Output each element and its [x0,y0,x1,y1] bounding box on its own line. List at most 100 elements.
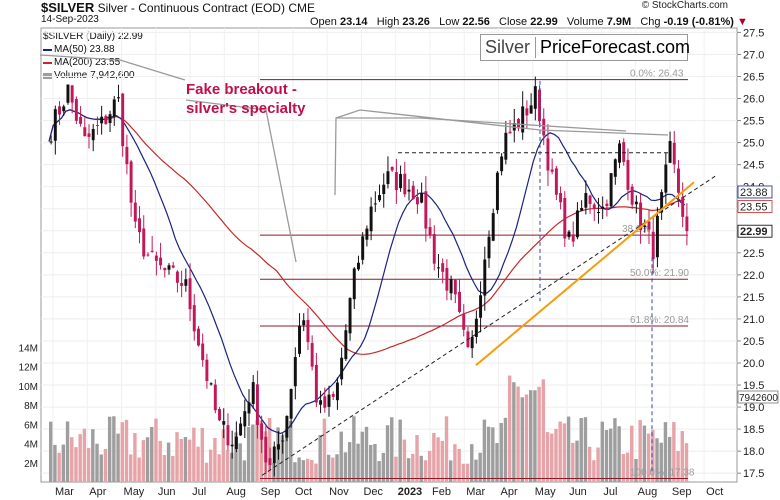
price-tick-label: 26.5 [743,71,764,83]
volume-bar [373,444,377,482]
volume-bar [537,386,541,482]
candle-body [268,458,272,466]
volume-bar [187,439,192,482]
volume-bar [217,454,221,482]
time-tick-label: Jul [192,486,206,498]
volume-bar [175,432,179,482]
volume-tick-label: 2M [24,459,38,470]
candle-body [584,193,588,208]
volume-tick-label: 14M [19,343,38,354]
candle-body [664,164,668,193]
price-tick-label: 21.5 [743,292,764,304]
candle-body [167,265,171,270]
candle-body [533,86,537,109]
volume-bar [234,432,238,482]
candle-body [213,384,217,411]
volume-bar [529,390,533,482]
candle-body [588,195,592,204]
volume-bar [512,382,516,482]
volume-bar [150,426,154,482]
candle-body [411,185,415,200]
candle-body [251,382,255,404]
volume-bar [49,421,53,482]
fib-label: 61.8%: 20.84 [630,315,689,326]
candle-body [121,93,125,147]
candle-body [197,328,200,346]
candle-body [184,279,188,286]
candle-body [550,169,554,172]
price-tick-label: 27.0 [743,49,764,61]
volume-bar [255,420,259,482]
price-tick-label: 22.5 [743,248,764,260]
volume-bar [604,429,609,482]
volume-bar [364,426,369,482]
candle-body [306,319,310,343]
volume-bar [550,433,554,482]
volume-bar [503,417,508,482]
candle-body [62,106,66,112]
volume-bar [343,452,348,482]
price-tick-label: 25.0 [743,138,764,150]
close-label: Close [499,16,528,28]
candle-body [175,271,179,283]
volume-bar [444,416,449,482]
price-tick-label: 27.5 [743,27,764,39]
volume-bar [360,431,364,482]
candle-body [361,236,365,260]
legend-price-text: $SILVER (Daily) 22.99 [43,31,143,42]
volume-bar [326,454,331,482]
candle-body [386,171,390,184]
volume-bar [183,437,188,482]
candle-body [424,191,428,229]
time-tick-label: Sep [261,486,281,498]
candle-body [382,184,386,194]
volume-bar [440,440,444,482]
volume-bar [427,450,432,482]
price-tick-label: 24.5 [743,160,764,172]
volume-bar [213,437,217,482]
volume-bar [545,432,550,482]
candle-body [74,99,78,121]
price-bars [49,76,689,477]
price-tick-label: 26.0 [743,94,764,106]
candle-body [319,400,323,405]
candle-body [222,421,226,425]
volume-bar [120,422,124,482]
candle-body [479,295,483,318]
candle-body [247,402,251,414]
volume-bar [457,448,461,482]
candle-body [298,325,301,354]
time-tick-label: Aug [638,486,658,498]
candle-body [575,210,579,238]
volume-bar [575,440,579,482]
candle-body [104,115,108,125]
callout-pointer [39,54,186,81]
volume-bar [284,429,289,482]
volume-bar [613,418,617,482]
volume-bar [200,427,204,482]
candle-body [672,142,676,165]
volume-bar [129,454,133,482]
candle-body [470,336,474,349]
brand-left-text: Silver [481,37,537,58]
candle-body [79,116,83,124]
candle-body [369,206,373,232]
exchange-label: CME [288,1,315,15]
candle-body [504,132,508,160]
volume-bar [297,457,301,482]
volume-bar [99,454,103,482]
candle-body [626,160,630,190]
candle-body [289,388,293,419]
volume-bar [137,457,141,482]
chart-date: 14-Sep-2023 [41,14,99,25]
candle-body [171,265,175,268]
volume-bar [676,451,680,482]
volume-bar [672,422,676,482]
candle-body [323,396,327,408]
candle-body [348,298,352,334]
volume-bar [406,458,411,482]
candle-body [239,423,243,436]
price-tick-label: 22.0 [743,270,764,282]
candle-body [613,159,617,177]
volume-bar [91,429,95,482]
